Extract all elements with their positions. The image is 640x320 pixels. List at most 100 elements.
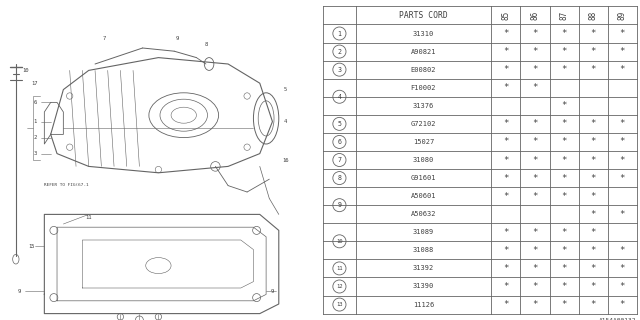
Text: A154A00132: A154A00132 [599, 318, 637, 320]
Text: *: * [591, 228, 596, 237]
Text: *: * [561, 137, 567, 147]
Text: 4: 4 [337, 94, 341, 100]
Text: *: * [620, 282, 625, 291]
Text: *: * [591, 282, 596, 291]
Text: 15: 15 [28, 244, 35, 249]
Text: *: * [620, 246, 625, 255]
Text: *: * [503, 29, 509, 38]
Text: *: * [591, 192, 596, 201]
Text: *: * [561, 173, 567, 183]
Text: *: * [591, 137, 596, 147]
Text: 12: 12 [336, 284, 342, 289]
Text: *: * [532, 173, 538, 183]
Text: *: * [532, 228, 538, 237]
Text: *: * [561, 264, 567, 273]
Text: 8: 8 [337, 175, 341, 181]
Text: *: * [620, 29, 625, 38]
Text: 87: 87 [559, 11, 568, 20]
Text: *: * [561, 228, 567, 237]
Text: *: * [503, 192, 509, 201]
Text: 5: 5 [284, 87, 287, 92]
Text: *: * [561, 300, 567, 309]
Text: *: * [561, 65, 567, 74]
Text: 11126: 11126 [413, 301, 434, 308]
Text: 2: 2 [33, 135, 36, 140]
Text: REFER TO FIG(67-1: REFER TO FIG(67-1 [44, 183, 89, 187]
Text: *: * [532, 300, 538, 309]
Text: 11: 11 [336, 266, 342, 271]
Text: 1: 1 [33, 119, 36, 124]
Text: *: * [503, 282, 509, 291]
Text: E00802: E00802 [411, 67, 436, 73]
Text: *: * [620, 65, 625, 74]
Text: *: * [532, 264, 538, 273]
Text: 2: 2 [337, 49, 341, 55]
Text: 31080: 31080 [413, 157, 434, 163]
Text: *: * [561, 192, 567, 201]
Text: G72102: G72102 [411, 121, 436, 127]
Text: 13: 13 [336, 302, 342, 307]
Text: *: * [591, 264, 596, 273]
Text: *: * [561, 246, 567, 255]
Text: A50601: A50601 [411, 193, 436, 199]
Text: 3: 3 [33, 151, 36, 156]
Text: *: * [561, 101, 567, 110]
Text: *: * [532, 65, 538, 74]
Text: *: * [532, 47, 538, 56]
Text: 31392: 31392 [413, 265, 434, 271]
Text: 4: 4 [284, 119, 287, 124]
Text: *: * [591, 29, 596, 38]
Text: *: * [532, 137, 538, 147]
Text: *: * [503, 228, 509, 237]
Text: F10002: F10002 [411, 85, 436, 91]
Text: 31088: 31088 [413, 247, 434, 253]
Text: *: * [620, 156, 625, 164]
Text: *: * [591, 156, 596, 164]
Text: 15027: 15027 [413, 139, 434, 145]
Text: *: * [503, 47, 509, 56]
Text: *: * [591, 210, 596, 219]
Text: 86: 86 [531, 11, 540, 20]
Text: *: * [503, 264, 509, 273]
Text: 31089: 31089 [413, 229, 434, 235]
Text: *: * [620, 264, 625, 273]
Text: *: * [591, 246, 596, 255]
Text: *: * [503, 173, 509, 183]
Text: 6: 6 [337, 139, 341, 145]
Text: *: * [503, 156, 509, 164]
Text: G91601: G91601 [411, 175, 436, 181]
Text: *: * [561, 282, 567, 291]
Text: *: * [591, 300, 596, 309]
Text: 10: 10 [22, 68, 29, 73]
Text: 1: 1 [337, 30, 341, 36]
Text: *: * [503, 246, 509, 255]
Text: A50632: A50632 [411, 211, 436, 217]
Text: *: * [561, 47, 567, 56]
Text: 9: 9 [17, 289, 20, 294]
Text: 89: 89 [618, 11, 627, 20]
Text: *: * [561, 119, 567, 128]
Text: *: * [532, 282, 538, 291]
Text: 31310: 31310 [413, 30, 434, 36]
Text: 17: 17 [31, 81, 38, 86]
Text: *: * [532, 246, 538, 255]
Text: 88: 88 [589, 11, 598, 20]
Text: *: * [503, 300, 509, 309]
Text: *: * [620, 119, 625, 128]
Text: *: * [532, 119, 538, 128]
Text: *: * [620, 210, 625, 219]
Text: *: * [532, 192, 538, 201]
Text: 7: 7 [337, 157, 341, 163]
Text: A90821: A90821 [411, 49, 436, 55]
Text: *: * [503, 137, 509, 147]
Text: 31390: 31390 [413, 284, 434, 290]
Text: 6: 6 [33, 100, 36, 105]
Text: *: * [532, 83, 538, 92]
Text: *: * [591, 65, 596, 74]
Text: *: * [591, 173, 596, 183]
Text: *: * [532, 156, 538, 164]
Text: 9: 9 [337, 202, 341, 208]
Text: 3: 3 [337, 67, 341, 73]
Text: 7: 7 [103, 36, 106, 41]
Text: *: * [591, 47, 596, 56]
